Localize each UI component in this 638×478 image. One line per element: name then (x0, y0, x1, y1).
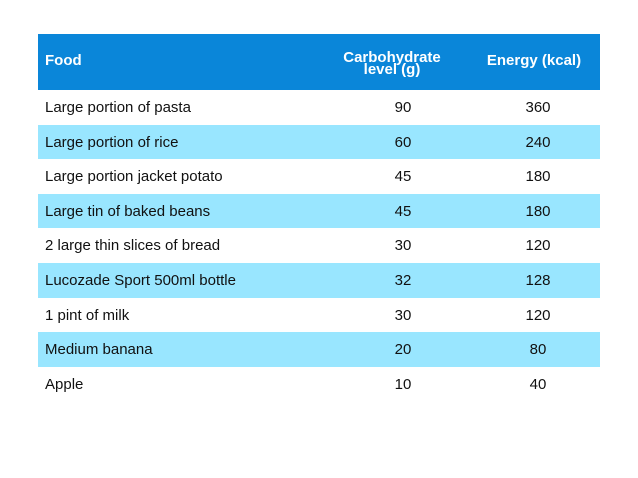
cell-food: Large portion of rice (45, 133, 179, 151)
cell-energy: 128 (525, 271, 551, 289)
cell-food: Lucozade Sport 500ml bottle (45, 271, 236, 289)
cell-energy: 120 (525, 237, 551, 255)
header-energy: Energy (kcal) (486, 52, 582, 69)
cell-carbohydrate: 45 (394, 168, 412, 186)
table-row: Medium banana 20 80 (38, 332, 600, 367)
cell-food: 2 large thin slices of bread (45, 237, 221, 255)
header-food: Food (45, 52, 82, 69)
cell-energy: 120 (525, 306, 551, 324)
cell-food: 1 pint of milk (45, 306, 130, 324)
cell-carbohydrate: 32 (394, 271, 412, 289)
food-table: Food Carbohydrate level (g) Energy (kcal… (38, 34, 600, 401)
cell-food: Medium banana (45, 341, 153, 359)
table-row: Apple 10 40 (38, 367, 600, 402)
cell-food: Large tin of baked beans (45, 202, 211, 220)
cell-energy: 80 (529, 341, 547, 359)
table-row: 1 pint of milk 30 120 (38, 298, 600, 333)
table-row: 2 large thin slices of bread 30 120 (38, 228, 600, 263)
table-row: Lucozade Sport 500ml bottle 32 128 (38, 262, 600, 298)
table-row: Large portion jacket potato 45 180 (38, 159, 600, 194)
cell-energy: 180 (525, 168, 551, 186)
cell-food: Large portion jacket potato (45, 168, 223, 186)
table-row: Large tin of baked beans 45 180 (38, 193, 600, 229)
table-row: Large portion of rice 60 240 (38, 124, 600, 160)
cell-energy: 240 (525, 133, 551, 151)
cell-energy: 180 (525, 202, 551, 220)
cell-carbohydrate: 10 (394, 375, 412, 393)
cell-carbohydrate: 45 (394, 202, 412, 220)
header-carbohydrate: Carbohydrate level (g) (343, 49, 441, 78)
cell-carbohydrate: 60 (394, 133, 412, 151)
cell-energy: 360 (525, 99, 551, 116)
table-row: Large portion of pasta 90 360 (38, 90, 600, 125)
cell-food: Apple (45, 375, 84, 393)
cell-food: Large portion of pasta (45, 99, 191, 116)
cell-energy: 40 (529, 375, 547, 393)
cell-carbohydrate: 30 (394, 237, 412, 255)
cell-carbohydrate: 30 (394, 306, 412, 324)
cell-carbohydrate: 90 (394, 99, 412, 116)
table-header: Food Carbohydrate level (g) Energy (kcal… (38, 34, 600, 90)
cell-carbohydrate: 20 (394, 341, 412, 359)
